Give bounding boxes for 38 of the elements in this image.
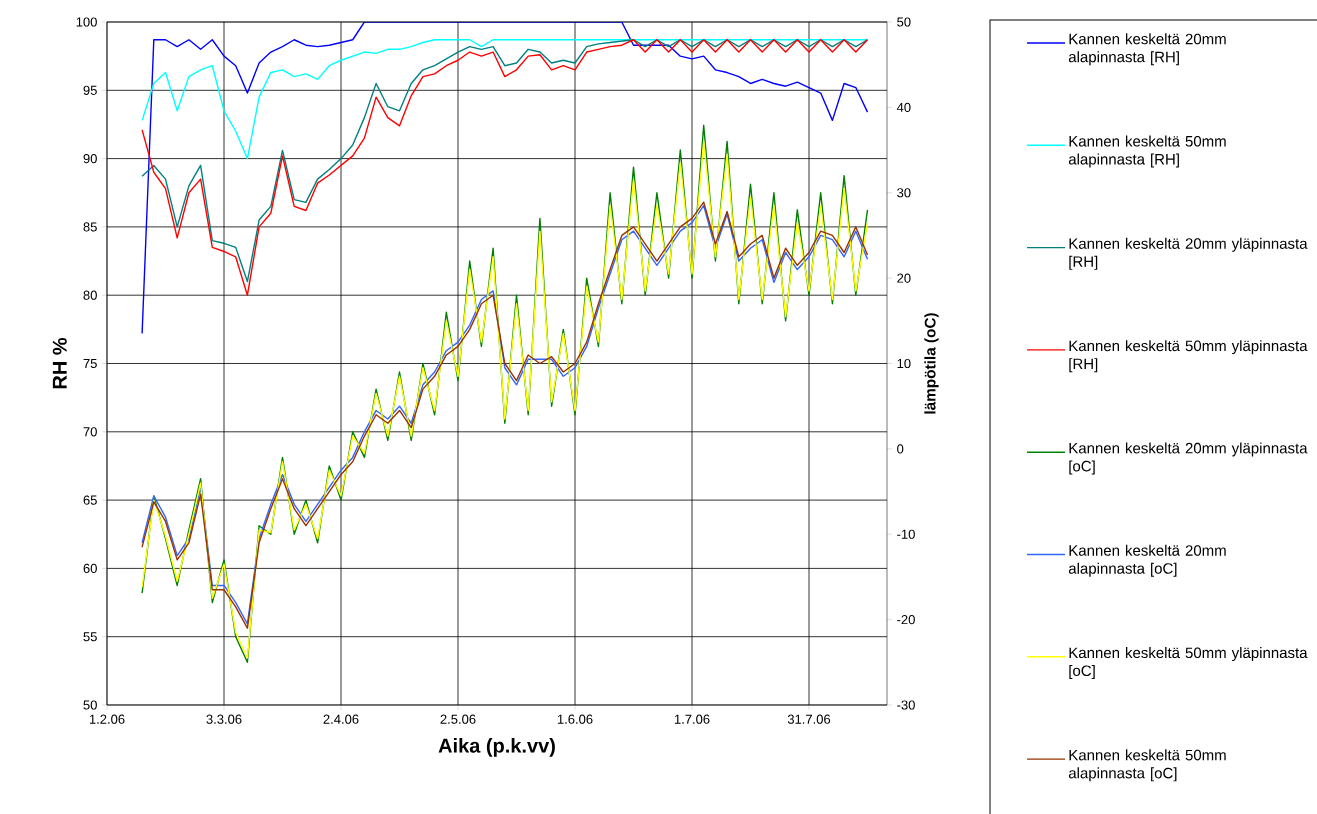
y2-tick-label: 0 (897, 444, 904, 454)
legend-label: Kannen keskeltä 20mm alapinnasta [oC] (1068, 544, 1226, 577)
y-tick-label: 100 (76, 17, 97, 27)
y-tick-label: 95 (83, 85, 97, 95)
legend-label: Kannen keskeltä 50mm alapinnasta [oC] (1068, 749, 1226, 782)
y2-axis-title: lämpötila (oC) (924, 313, 939, 414)
x-tick-label: 1.6.06 (557, 714, 593, 724)
y2-tick-label: 50 (897, 17, 911, 27)
y-tick-label: 55 (83, 632, 97, 642)
y2-tick-label: -30 (897, 700, 915, 710)
x-tick-label: 1.7.06 (674, 714, 710, 724)
y-tick-label: 70 (83, 427, 97, 437)
x-axis-title: Aika (p.k.vv) (438, 738, 555, 757)
x-tick-label: 1.2.06 (89, 714, 125, 724)
legend-label: Kannen keskeltä 20mm alapinnasta [RH] (1068, 33, 1226, 66)
legend-label: Kannen keskeltä 50mm yläpinnasta [oC] (1069, 647, 1308, 680)
y-tick-label: 50 (83, 700, 97, 710)
legend-label: Kannen keskeltä 50mm yläpinnasta [RH] (1069, 340, 1308, 373)
legend-label: Kannen keskeltä 20mm yläpinnasta [oC] (1069, 442, 1308, 475)
y2-tick-label: -10 (897, 529, 915, 539)
y-tick-label: 90 (83, 154, 97, 164)
y-tick-label: 65 (83, 495, 97, 505)
y-tick-label: 85 (83, 222, 97, 232)
legend-label: Kannen keskeltä 20mm yläpinnasta [RH] (1069, 237, 1308, 270)
x-tick-label: 3.3.06 (206, 714, 242, 724)
x-tick-label: 2.4.06 (323, 714, 359, 724)
y-tick-label: 80 (83, 290, 97, 300)
y2-tick-label: 20 (897, 273, 911, 283)
y-axis-title: RH % (52, 337, 67, 389)
x-tick-label: 31.7.06 (787, 714, 831, 724)
x-tick-label: 2.5.06 (440, 714, 476, 724)
y2-tick-label: -20 (897, 615, 915, 625)
legend-label: Kannen keskeltä 50mm alapinnasta [RH] (1068, 135, 1226, 168)
y2-tick-label: 30 (897, 188, 911, 198)
y-tick-label: 75 (83, 358, 97, 369)
y2-tick-label: 40 (896, 102, 911, 112)
y-tick-label: 60 (83, 563, 97, 573)
y2-tick-label: 10 (897, 358, 911, 369)
